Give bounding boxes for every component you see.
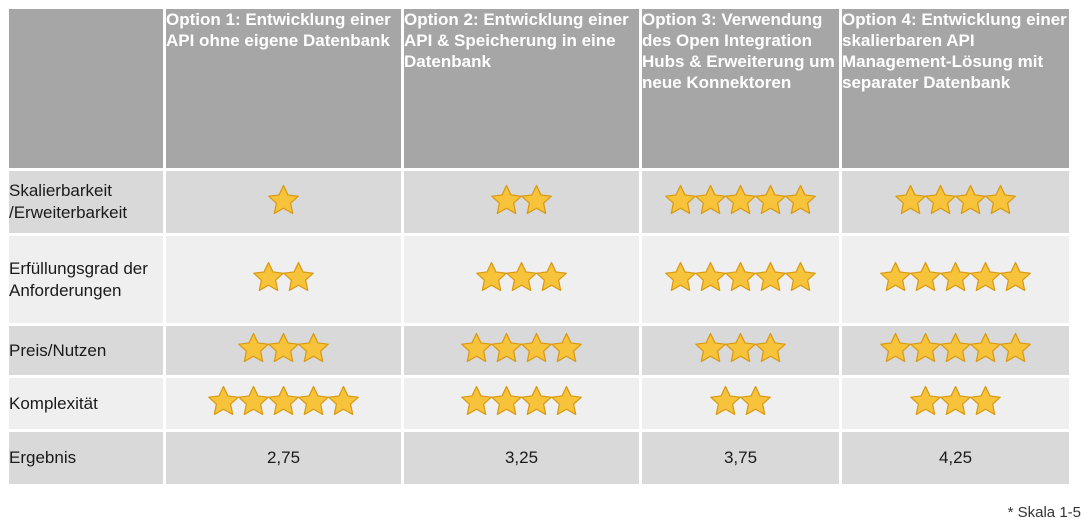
star-icon — [725, 332, 756, 363]
star-icon — [283, 261, 314, 292]
star-rating — [695, 332, 786, 364]
star-icon — [940, 385, 971, 416]
star-icon — [506, 261, 537, 292]
header-option-4: Option 4: Entwicklung einer skalierbaren… — [842, 9, 1069, 168]
star-rating — [880, 332, 1031, 364]
star-rating — [665, 184, 816, 216]
table-row: Skalierbarkeit /Erweiterbarkeit — [9, 171, 1069, 233]
row-label: Komplexität — [9, 378, 163, 429]
star-rating — [208, 385, 359, 417]
result-label: Ergebnis — [9, 432, 163, 484]
star-icon — [755, 332, 786, 363]
star-icon — [880, 261, 911, 292]
star-icon — [268, 332, 299, 363]
star-icon — [895, 184, 926, 214]
table-row: Preis/Nutzen — [9, 326, 1069, 375]
star-rating — [910, 385, 1001, 417]
star-icon — [238, 332, 269, 363]
star-rating — [491, 184, 552, 216]
star-icon — [710, 385, 741, 416]
star-icon — [491, 184, 522, 214]
star-icon — [521, 332, 552, 363]
result-value: 3,25 — [504, 448, 539, 467]
star-icon — [985, 184, 1016, 214]
star-icon — [521, 184, 552, 214]
star-icon — [755, 184, 786, 214]
star-icon — [238, 385, 269, 416]
header-option-3: Option 3: Verwendung des Open Integratio… — [642, 9, 839, 168]
star-icon — [755, 261, 786, 292]
star-icon — [925, 184, 956, 214]
star-icon — [785, 184, 816, 214]
star-icon — [725, 184, 756, 214]
header-option-2: Option 2: Entwicklung einer API & Speich… — [404, 9, 639, 168]
star-icon — [785, 261, 816, 292]
comparison-table: Option 1: Entwicklung einer API ohne eig… — [6, 6, 1072, 487]
table-row: Komplexität — [9, 378, 1069, 429]
scale-footnote: * Skala 1-5 — [1007, 504, 1081, 521]
star-icon — [461, 385, 492, 416]
header-corner — [9, 9, 163, 168]
star-rating — [665, 261, 816, 293]
star-icon — [476, 261, 507, 292]
star-rating — [238, 332, 329, 364]
star-icon — [910, 332, 941, 363]
star-icon — [298, 332, 329, 363]
star-icon — [940, 261, 971, 292]
star-icon — [695, 184, 726, 214]
star-icon — [551, 385, 582, 416]
result-value: 4,25 — [938, 448, 973, 467]
star-icon — [940, 332, 971, 363]
star-icon — [725, 261, 756, 292]
star-icon — [970, 261, 1001, 292]
header-row: Option 1: Entwicklung einer API ohne eig… — [9, 9, 1069, 168]
star-icon — [910, 261, 941, 292]
star-rating — [461, 385, 582, 417]
star-icon — [665, 184, 696, 214]
star-icon — [491, 385, 522, 416]
star-icon — [268, 385, 299, 416]
star-rating — [268, 184, 299, 216]
star-icon — [461, 332, 492, 363]
star-icon — [208, 385, 239, 416]
star-rating — [710, 385, 771, 417]
star-icon — [536, 261, 567, 292]
star-icon — [491, 332, 522, 363]
star-icon — [740, 385, 771, 416]
star-icon — [328, 385, 359, 416]
star-icon — [1000, 261, 1031, 292]
star-icon — [551, 332, 582, 363]
star-icon — [268, 184, 299, 214]
row-label: Preis/Nutzen — [9, 326, 163, 375]
result-row: Ergebnis 2,75 3,25 3,75 4,25 — [9, 432, 1069, 484]
star-rating — [253, 261, 314, 293]
star-icon — [695, 332, 726, 363]
star-rating — [895, 184, 1016, 216]
row-label: Erfüllungsgrad der Anforderungen — [9, 236, 163, 323]
star-rating — [476, 261, 567, 293]
star-icon — [665, 261, 696, 292]
star-rating — [880, 261, 1031, 293]
star-icon — [970, 385, 1001, 416]
star-icon — [1000, 332, 1031, 363]
star-icon — [955, 184, 986, 214]
result-value: 3,75 — [723, 448, 758, 467]
star-icon — [253, 261, 284, 292]
result-value: 2,75 — [266, 448, 301, 467]
star-icon — [880, 332, 911, 363]
star-rating — [461, 332, 582, 364]
star-icon — [695, 261, 726, 292]
star-icon — [521, 385, 552, 416]
header-option-1: Option 1: Entwicklung einer API ohne eig… — [166, 9, 401, 168]
star-icon — [970, 332, 1001, 363]
star-icon — [298, 385, 329, 416]
star-icon — [910, 385, 941, 416]
row-label: Skalierbarkeit /Erweiterbarkeit — [9, 171, 163, 233]
table-row: Erfüllungsgrad der Anforderungen — [9, 236, 1069, 323]
